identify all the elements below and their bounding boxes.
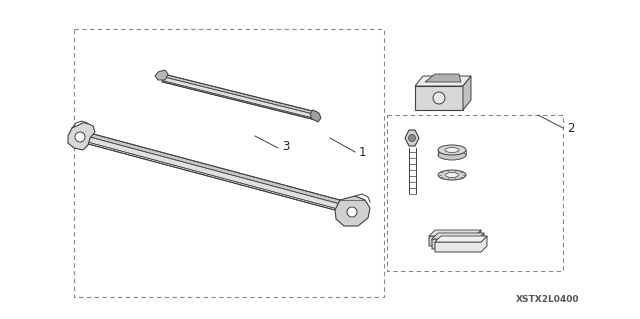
Text: 2: 2 bbox=[567, 122, 575, 135]
Text: XSTX2L0400: XSTX2L0400 bbox=[516, 295, 580, 305]
Polygon shape bbox=[463, 76, 471, 110]
Ellipse shape bbox=[438, 170, 466, 180]
Polygon shape bbox=[88, 133, 357, 208]
Polygon shape bbox=[435, 236, 487, 242]
Polygon shape bbox=[415, 86, 463, 110]
Polygon shape bbox=[163, 74, 317, 115]
Circle shape bbox=[408, 135, 415, 142]
Polygon shape bbox=[86, 137, 356, 214]
Polygon shape bbox=[335, 196, 370, 226]
Circle shape bbox=[75, 132, 85, 142]
Circle shape bbox=[433, 92, 445, 104]
Polygon shape bbox=[429, 230, 481, 236]
Ellipse shape bbox=[445, 173, 458, 177]
Circle shape bbox=[347, 207, 357, 217]
Polygon shape bbox=[68, 122, 95, 150]
Ellipse shape bbox=[445, 147, 459, 152]
Polygon shape bbox=[432, 233, 484, 239]
Polygon shape bbox=[429, 230, 481, 246]
Bar bbox=[387, 115, 563, 271]
Text: 3: 3 bbox=[282, 139, 289, 152]
Polygon shape bbox=[162, 81, 316, 120]
Polygon shape bbox=[163, 77, 316, 119]
Bar bbox=[74, 29, 384, 297]
Text: 1: 1 bbox=[359, 145, 367, 159]
Polygon shape bbox=[432, 233, 484, 249]
Ellipse shape bbox=[438, 150, 466, 160]
Polygon shape bbox=[405, 130, 419, 146]
Ellipse shape bbox=[438, 145, 466, 155]
Polygon shape bbox=[155, 70, 168, 80]
Polygon shape bbox=[425, 74, 461, 82]
Polygon shape bbox=[435, 236, 487, 252]
Polygon shape bbox=[86, 142, 355, 215]
Polygon shape bbox=[310, 110, 321, 122]
Polygon shape bbox=[415, 76, 471, 86]
